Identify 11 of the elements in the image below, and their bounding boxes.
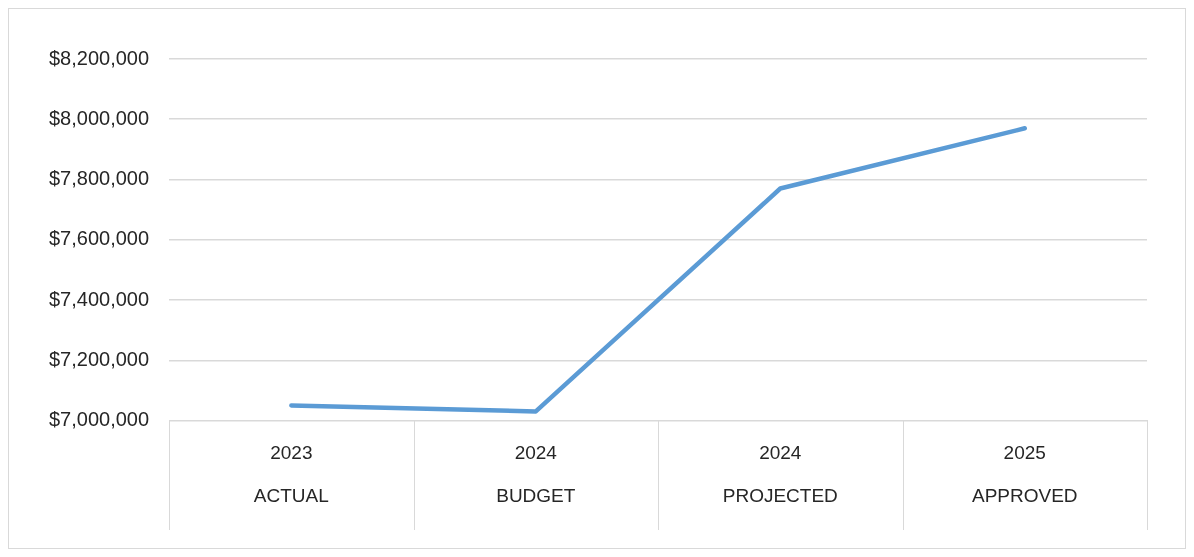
y-tick-label: $7,000,000 — [48, 408, 150, 431]
y-tick-label: $7,200,000 — [48, 347, 150, 370]
y-tick-label: $7,400,000 — [48, 287, 150, 310]
y-tick-label: $8,200,000 — [48, 46, 150, 69]
x-tick-label: 2024 PROJECTED — [722, 442, 838, 506]
y-tick-label: $8,000,000 — [48, 106, 150, 129]
x-tick-label: 2024 BUDGET — [496, 442, 576, 506]
y-tick-label: $7,600,000 — [48, 227, 150, 250]
x-tick-label: 2023 ACTUAL — [253, 442, 329, 506]
y-tick-label: $7,800,000 — [48, 167, 150, 190]
x-tick-label: 2025 APPROVED — [971, 442, 1078, 506]
